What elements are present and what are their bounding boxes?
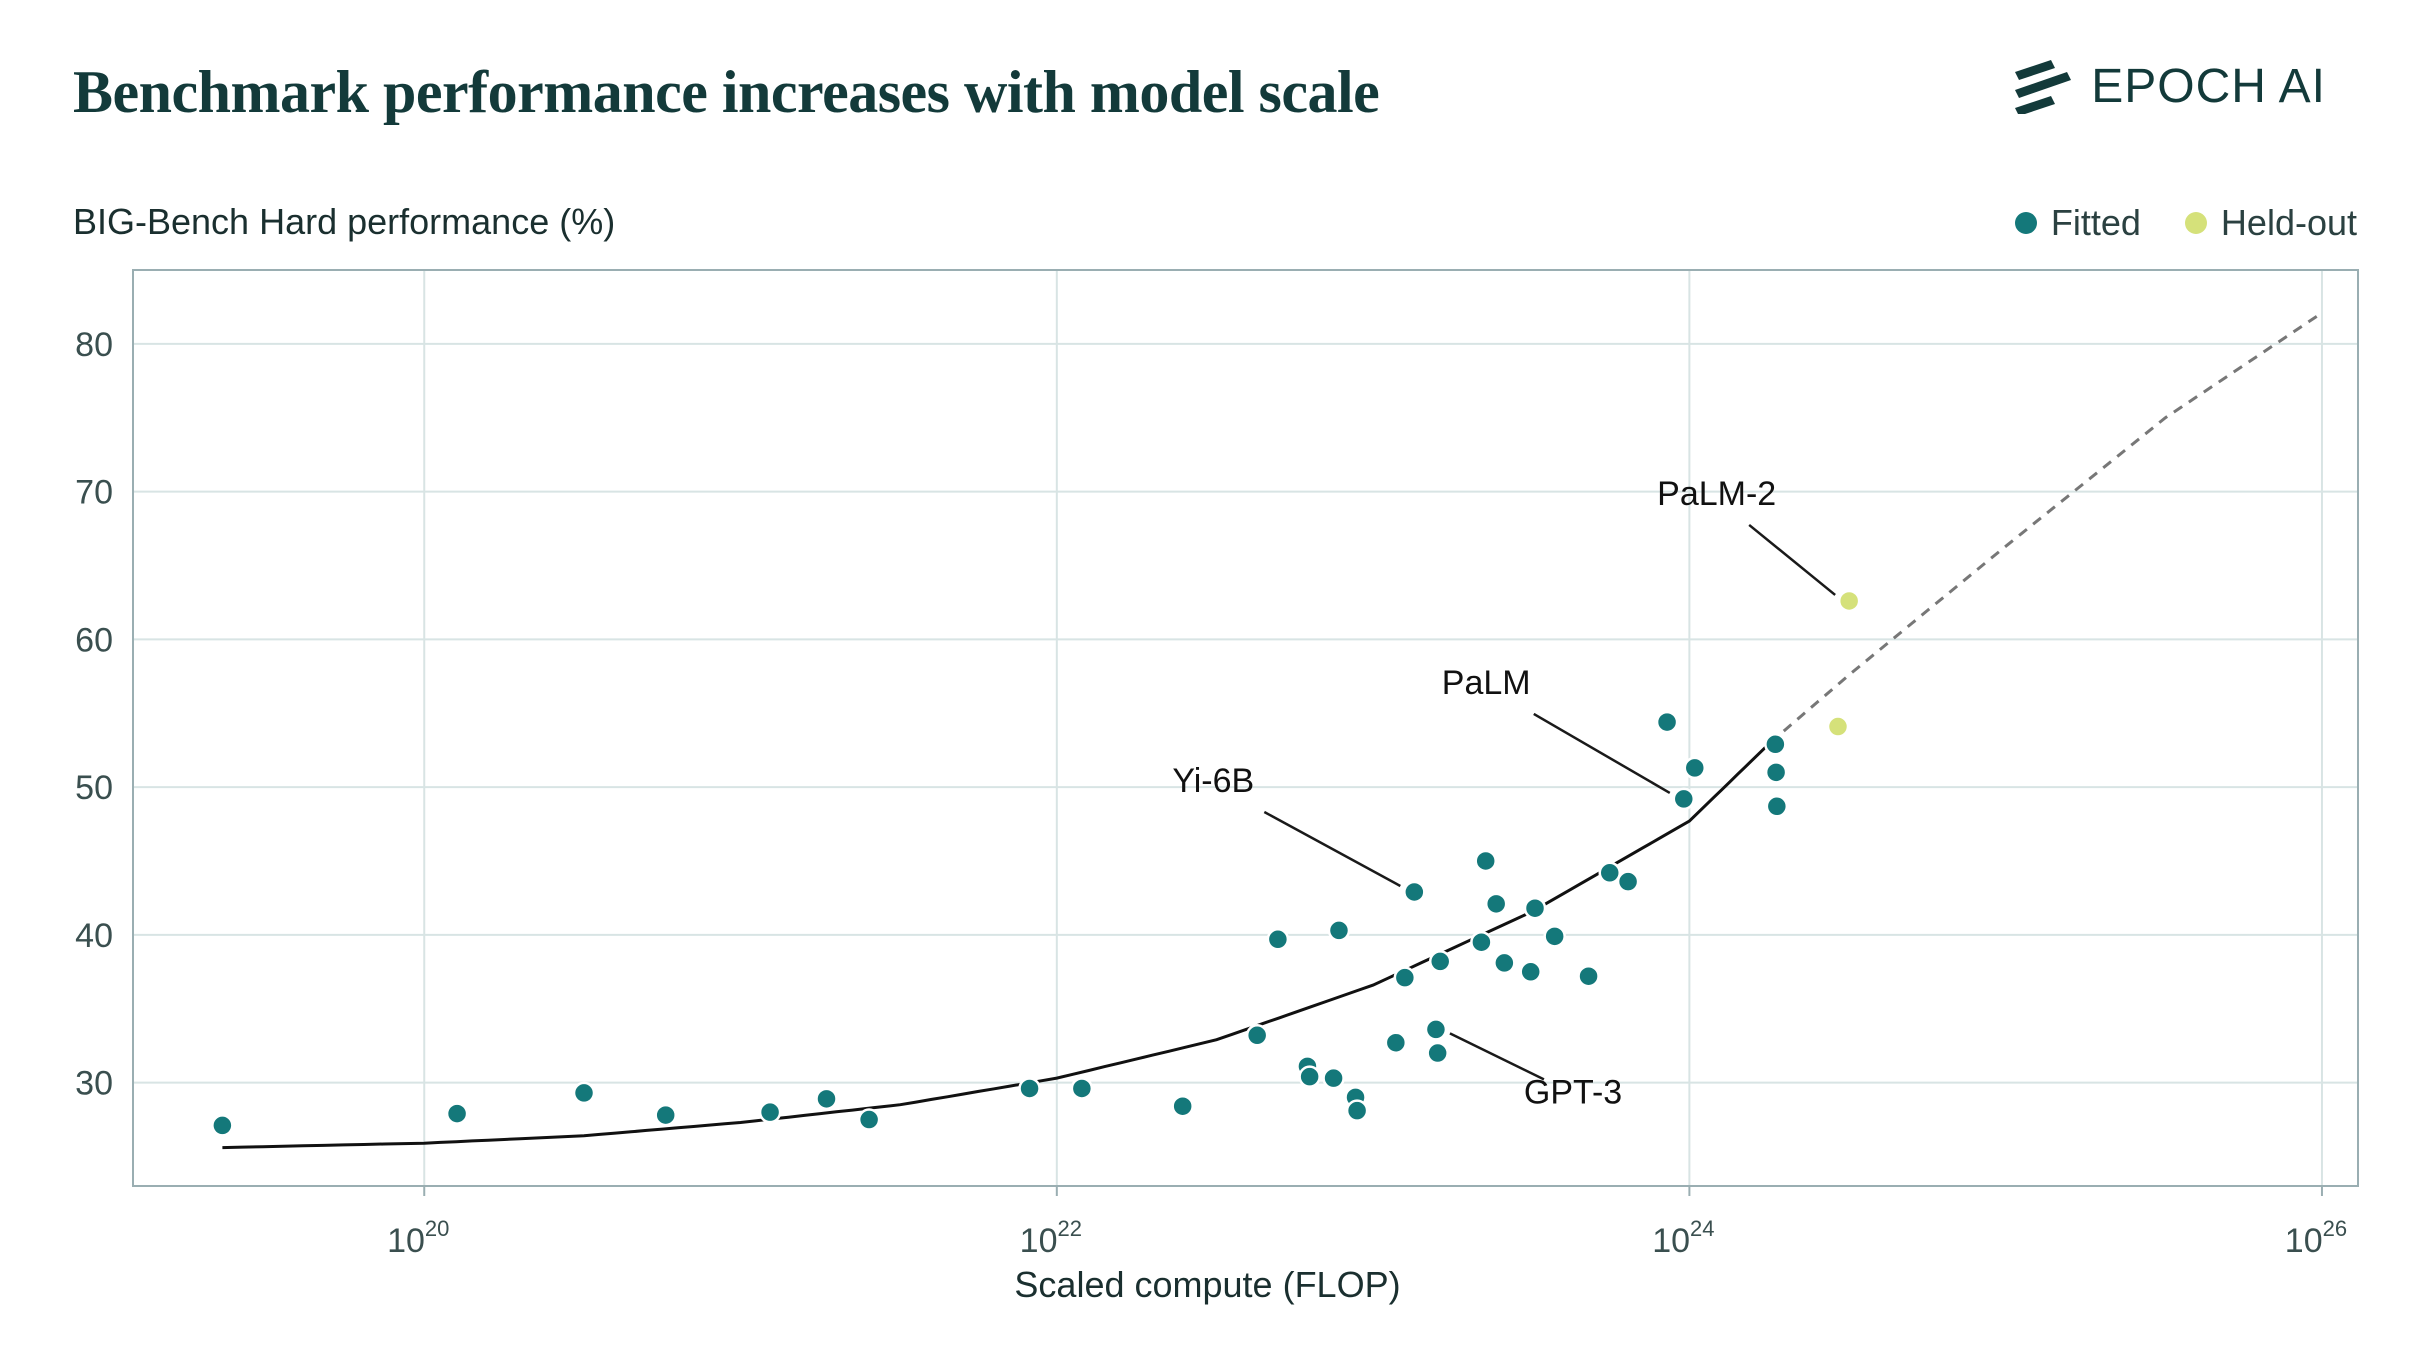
x-tick-label: 1026 — [2285, 1216, 2347, 1260]
fitted-point — [815, 1087, 838, 1111]
heldout-point — [1837, 589, 1861, 613]
fitted-point — [1322, 1066, 1345, 1090]
data-points — [211, 589, 1861, 1137]
fitted-point — [1384, 1031, 1408, 1054]
annotation-leader-line — [1263, 810, 1401, 888]
grid — [133, 270, 2358, 1186]
x-axis-label: Scaled compute (FLOP) — [1014, 1264, 1401, 1305]
fitted-point — [1245, 1024, 1269, 1047]
fit-curves — [222, 311, 2323, 1150]
plot-frame — [132, 269, 2359, 1187]
fitted-point — [1474, 849, 1497, 873]
legend-fitted-marker — [2014, 212, 2037, 234]
fitted-point — [1519, 960, 1542, 984]
legend-heldout-label: Held-out — [2220, 202, 2357, 243]
y-tick-label: 70 — [75, 474, 113, 512]
fitted-point — [1493, 951, 1516, 975]
fitted-point — [1672, 787, 1696, 811]
fitted-point — [1426, 1041, 1449, 1065]
fitted-point — [654, 1103, 677, 1127]
chart-title: Benchmark performance increases with mod… — [73, 59, 1380, 125]
brand: EPOCH AI — [2011, 58, 2326, 114]
y-ticks: 30 40 50 60 70 80 — [75, 326, 113, 1103]
epoch-logo-icon — [2015, 60, 2072, 114]
fitted-point — [857, 1108, 881, 1131]
fitted-point — [1616, 870, 1640, 893]
x-tick-label: 1020 — [387, 1216, 449, 1260]
legend-heldout-marker — [2184, 212, 2207, 234]
annotation-label: PaLM — [1442, 664, 1531, 702]
fitted-point — [1403, 880, 1426, 904]
heldout-point — [1826, 715, 1850, 738]
annotations: PaLM-2 PaLM Yi-6B GPT-3 — [1172, 475, 1836, 1111]
fitted-point — [1577, 964, 1600, 988]
legend-item-fitted: Fitted — [2014, 202, 2141, 244]
fitted-point — [1018, 1077, 1041, 1100]
y-tick-label: 50 — [75, 769, 113, 807]
fitted-point — [1764, 761, 1788, 784]
x-ticks: 1020 1022 1024 1026 — [387, 1186, 2347, 1260]
fitted-point — [1424, 1018, 1448, 1041]
fitted-point — [1683, 756, 1707, 780]
fitted-point — [1523, 896, 1547, 920]
fitted-point — [1070, 1077, 1094, 1100]
fitted-point — [1345, 1099, 1369, 1122]
fitted-point — [445, 1102, 469, 1125]
brand-name: EPOCH AI — [2091, 59, 2326, 113]
fitted-point — [1765, 795, 1789, 818]
y-tick-label: 30 — [75, 1065, 113, 1103]
legend: Fitted Held-out — [2014, 202, 2357, 244]
annotation-leader-line — [1533, 712, 1671, 794]
fitted-point — [211, 1114, 234, 1137]
annotation-label: GPT-3 — [1524, 1073, 1622, 1111]
fitted-point — [1298, 1065, 1321, 1088]
annotation-leader-line — [1748, 523, 1836, 596]
y-tick-label: 40 — [75, 917, 113, 955]
y-axis-label: BIG-Bench Hard performance (%) — [73, 201, 616, 242]
fitted-point — [1266, 928, 1290, 951]
annotation-label: Yi-6B — [1172, 762, 1254, 800]
legend-item-heldout: Held-out — [2184, 202, 2357, 244]
legend-fitted-label: Fitted — [2050, 202, 2141, 243]
y-tick-label: 60 — [75, 621, 113, 659]
extrapolation-curve — [1769, 311, 2323, 744]
fitted-point — [1470, 930, 1493, 954]
annotation-label: PaLM-2 — [1657, 475, 1776, 513]
fitted-point — [1428, 950, 1452, 973]
fitted-point — [1327, 919, 1351, 942]
fitted-point — [1598, 861, 1621, 885]
fitted-point — [1764, 733, 1787, 756]
annotation-leader-line — [1449, 1032, 1545, 1081]
fit-curve — [222, 741, 1772, 1150]
x-tick-label: 1022 — [1020, 1216, 1082, 1260]
fitted-point — [572, 1081, 596, 1105]
fitted-point — [758, 1100, 782, 1124]
fitted-point — [1393, 966, 1417, 989]
fitted-point — [1171, 1094, 1194, 1118]
fitted-point — [1484, 892, 1508, 916]
y-tick-label: 80 — [75, 326, 113, 364]
x-tick-label: 1024 — [1652, 1216, 1714, 1260]
fitted-point — [1655, 710, 1679, 734]
fitted-point — [1543, 925, 1566, 948]
